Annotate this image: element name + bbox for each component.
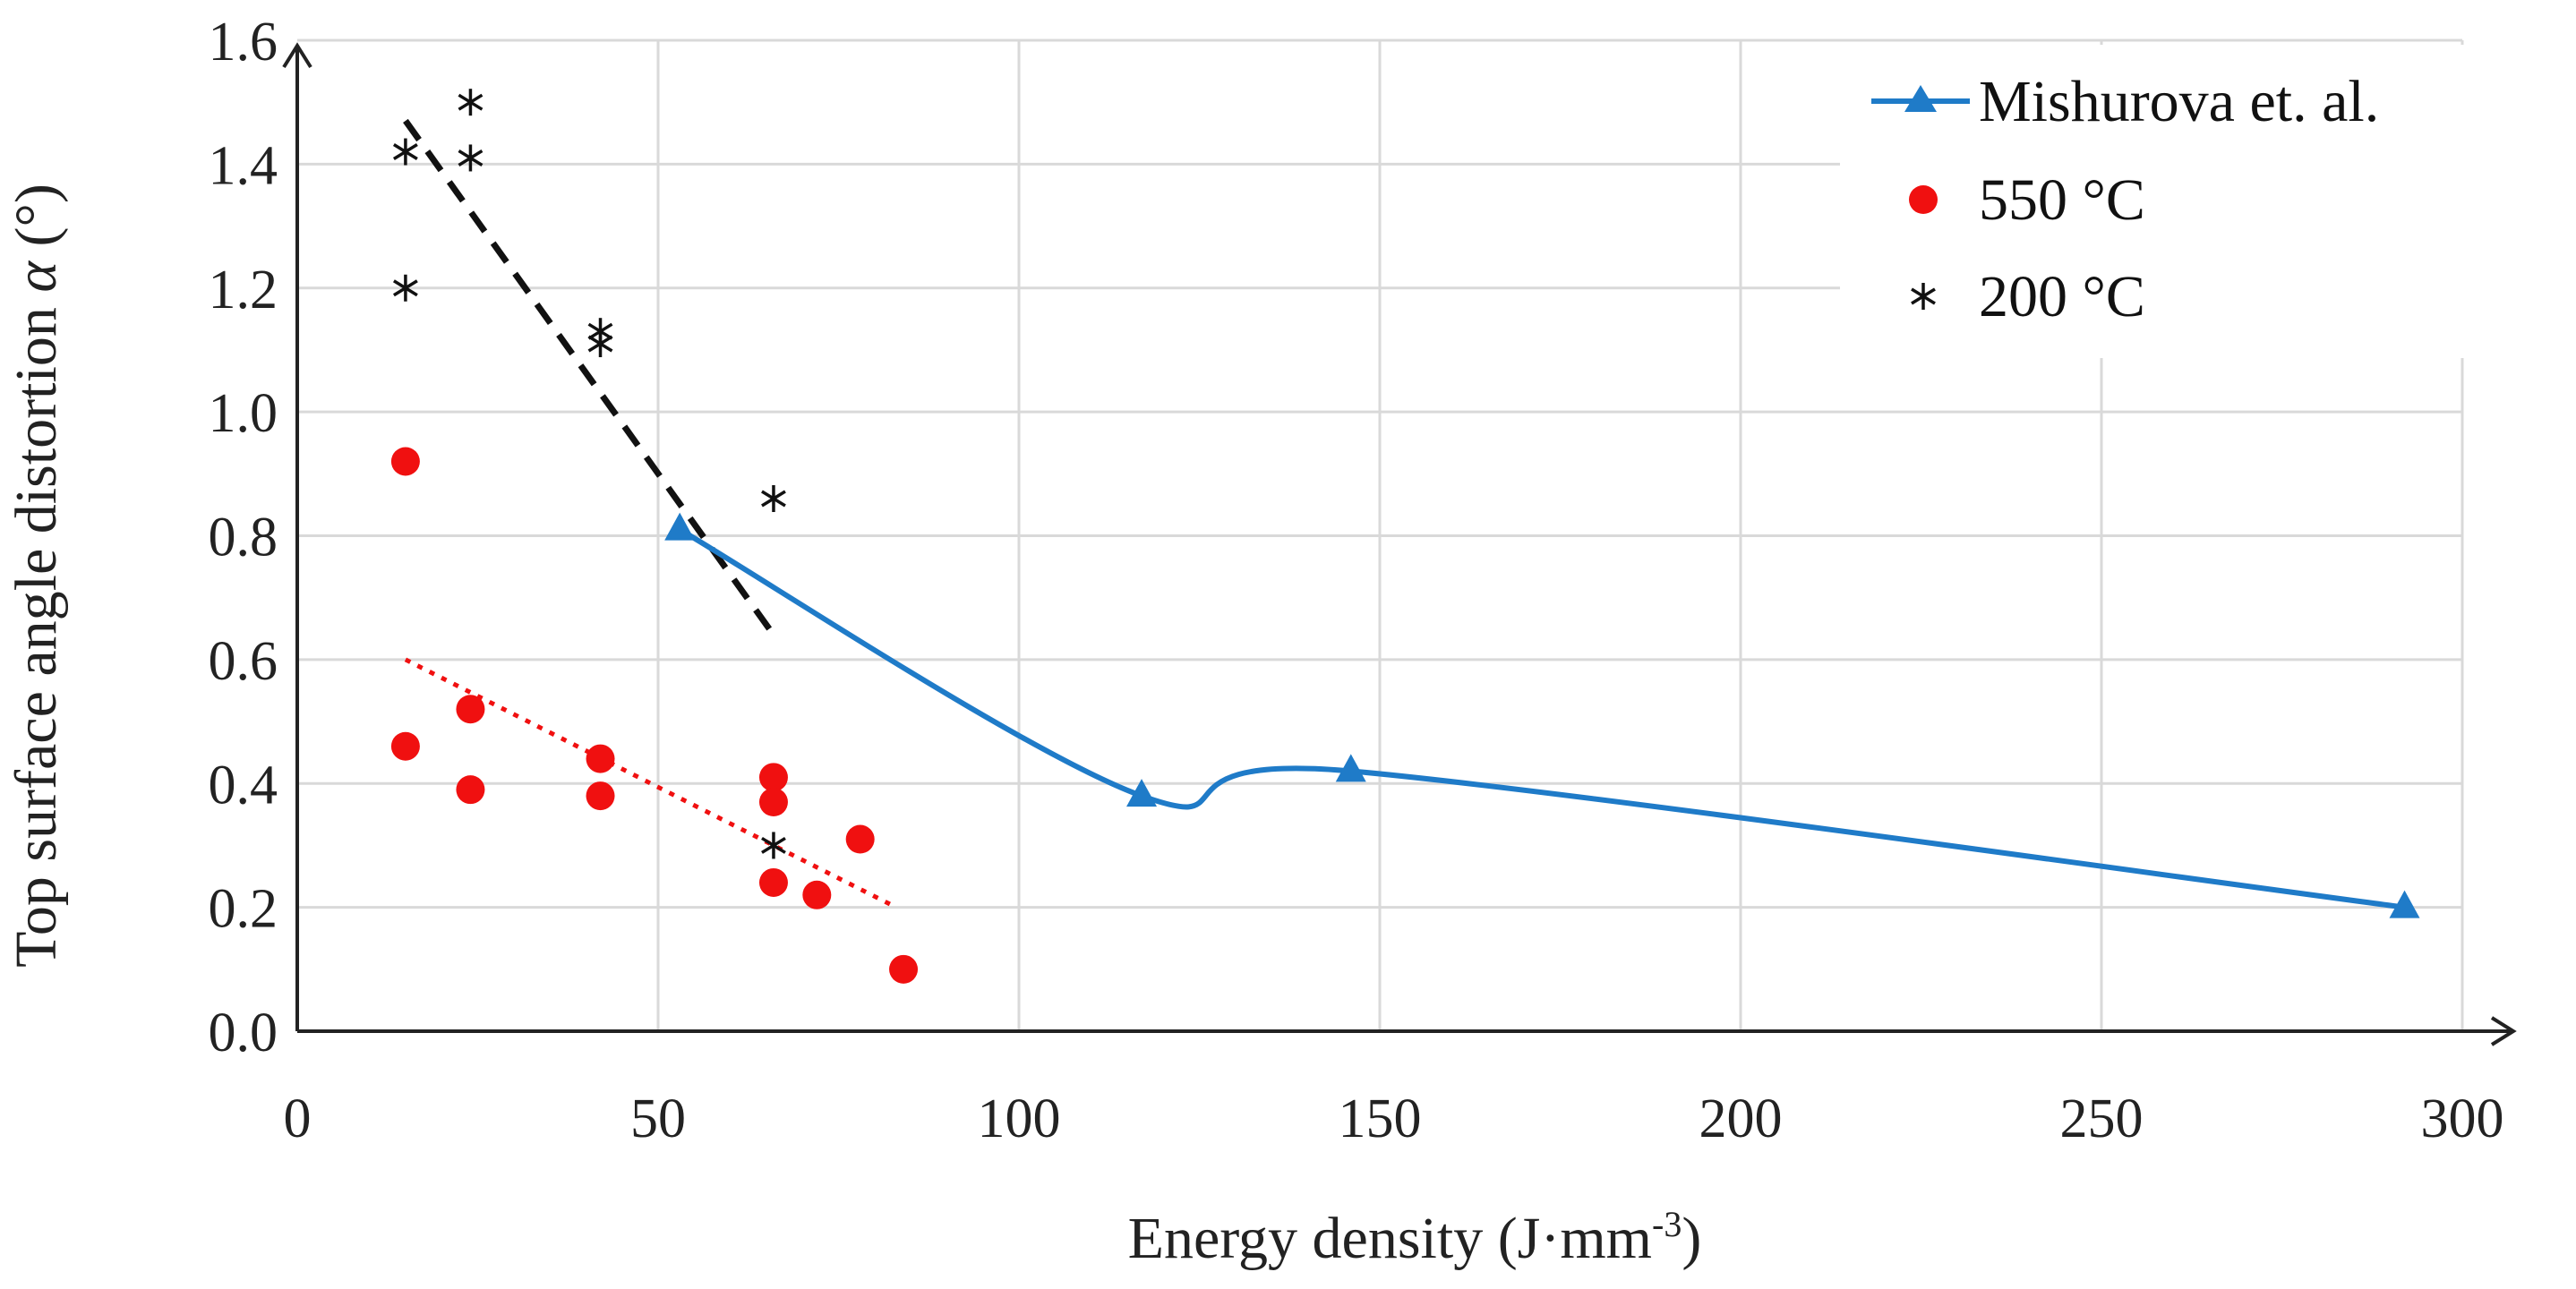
x-axis-title-superscript: -3: [1652, 1204, 1682, 1244]
mishurova-line: [678, 526, 2405, 910]
mishurova-point: [664, 512, 696, 541]
point-200c: [761, 832, 786, 859]
y-tick-label: 1.6: [209, 12, 278, 73]
x-axis-title: Energy density (J·mm-3): [1128, 1204, 1702, 1271]
mishurova-point: [1335, 754, 1366, 782]
point-550c: [758, 867, 788, 897]
legend: Mishurova et. al. 550 °C 200 °C: [1840, 45, 2520, 358]
series-layer: [390, 89, 2420, 984]
x-tick-label: 0: [284, 1088, 312, 1149]
point-200c: [458, 89, 484, 116]
point-550c: [889, 954, 919, 984]
x-tick-label: 100: [978, 1088, 1061, 1149]
y-axis-title: Top surface angle distortion α (°): [4, 184, 69, 968]
axes-layer: [282, 42, 2517, 1046]
point-200c: [392, 274, 418, 302]
y-tick-label: 0.2: [209, 879, 278, 940]
mishurova-point: [1126, 779, 1158, 807]
y-tick-label: 0.6: [209, 631, 278, 692]
legend-background: [1840, 45, 2520, 358]
y-tick-label: 1.4: [209, 135, 278, 196]
y-tick-label: 0.0: [209, 1003, 278, 1063]
tick-label-layer: 0.0 0.2 0.4 0.6 0.8 1.0 1.2 1.4 1.6 0 50 100 150 200 2…: [209, 12, 2504, 1149]
y-tick-label: 1.0: [209, 383, 278, 444]
y-axis-arrowhead: [282, 42, 312, 69]
point-200c: [392, 138, 418, 166]
x-tick-label: 250: [2060, 1088, 2144, 1149]
legend-marker-star-icon: [1911, 283, 1936, 310]
legend-label-200: 200 °C: [1979, 264, 2145, 329]
legend-label-550: 550 °C: [1979, 167, 2145, 233]
y-tick-label: 0.4: [209, 755, 278, 815]
point-550c: [802, 880, 832, 909]
y-axis-title-unit: (°): [4, 184, 69, 261]
point-200c: [761, 484, 786, 512]
point-550c: [456, 775, 485, 805]
point-550c: [758, 788, 788, 817]
x-axis-arrowhead: [2490, 1016, 2517, 1046]
point-550c: [390, 731, 420, 761]
x-axis-title-end: ): [1682, 1206, 1701, 1271]
point-550c: [586, 744, 615, 773]
point-550c: [845, 824, 875, 854]
y-axis-title-symbol: α: [4, 260, 69, 293]
point-550c: [586, 781, 615, 811]
grid-layer: [297, 38, 2464, 1031]
point-200c: [587, 330, 613, 358]
legend-label-mishurova: Mishurova et. al.: [1979, 69, 2379, 134]
trendline-200c: [403, 118, 776, 637]
y-axis-title-main: Top surface angle distortion: [4, 293, 69, 968]
x-tick-label: 300: [2421, 1088, 2504, 1149]
mishurova-point: [2389, 890, 2420, 918]
y-tick-label: 1.2: [209, 260, 278, 320]
x-tick-label: 50: [630, 1088, 686, 1149]
legend-marker-circle-icon: [1909, 185, 1938, 214]
x-tick-label: 200: [1699, 1088, 1783, 1149]
point-550c: [456, 695, 485, 724]
point-200c: [458, 144, 484, 172]
y-tick-label: 0.8: [209, 508, 278, 568]
point-550c: [390, 447, 420, 476]
point-550c: [758, 763, 788, 792]
legend-marker-triangle-icon: [1904, 85, 1937, 112]
trendline-550c: [404, 657, 898, 909]
x-tick-label: 150: [1339, 1088, 1422, 1149]
x-axis-title-main: Energy density (J·mm: [1128, 1206, 1652, 1271]
